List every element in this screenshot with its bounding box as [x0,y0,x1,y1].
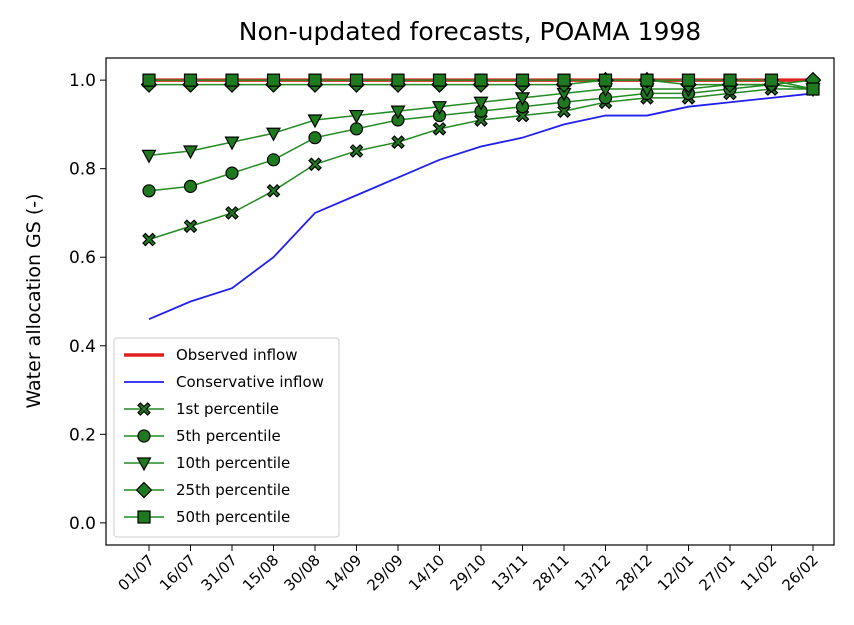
legend-label: Observed inflow [176,346,298,364]
legend-label: Conservative inflow [176,373,324,391]
x-tick-label: 14/10 [405,551,448,594]
data-point [183,73,198,87]
data-point [183,179,198,193]
y-tick-label: 0.8 [69,160,96,180]
y-tick-label: 0.6 [69,248,96,268]
data-point [432,73,447,87]
data-point [515,73,530,87]
data-point [723,73,737,87]
data-point [640,73,654,87]
data-point [142,73,156,87]
data-point [806,82,820,96]
plot-frame [105,57,835,546]
y-tick-label: 0.0 [69,514,96,534]
data-point [431,101,448,115]
data-point [598,73,613,87]
data-point [308,131,322,145]
legend-label: 50th percentile [176,508,290,526]
x-tick-label: 15/08 [239,551,282,594]
legend-marker [135,481,153,499]
y-tick-label: 0.4 [69,337,96,357]
series-line [148,92,814,321]
legend-label: 25th percentile [176,481,290,499]
legend-marker [136,457,152,472]
x-tick-label: 29/10 [447,551,490,594]
data-point [349,73,364,87]
legend-label: 1st percentile [176,400,279,418]
data-point [266,153,281,167]
x-tick-label: 28/11 [530,551,573,594]
data-point [349,122,364,136]
data-point [681,73,696,87]
data-point [308,157,322,172]
data-point [557,73,571,87]
data-point [391,135,405,149]
y-tick-label: 0.2 [69,425,96,445]
x-tick-label: 16/07 [156,551,199,594]
data-point [474,73,488,87]
data-point [142,232,156,247]
data-point [266,73,281,87]
x-tick-label: 26/02 [779,551,822,594]
legend-marker [137,510,151,524]
data-point [432,121,447,136]
legend-label: 5th percentile [176,427,281,445]
data-point [307,114,323,129]
x-tick-label: 13/11 [488,551,531,594]
chart-title: Non-updated forecasts, POAMA 1998 [239,17,701,46]
legend-box [113,337,340,538]
data-point [348,109,365,124]
data-point [141,149,157,164]
legend: Observed inflow Conservative inflow 1st pe… [113,337,340,538]
y-tick-label: 1.0 [69,71,96,91]
data-point [764,73,779,87]
legend-label: 10th percentile [176,454,290,472]
x-tick-label: 30/08 [281,551,324,594]
legend-marker [137,402,151,416]
data-point [390,105,406,120]
x-tick-label: 14/09 [322,551,365,594]
data-point [225,206,239,220]
x-tick-label: 01/07 [115,551,158,594]
data-point [225,166,239,180]
data-point [225,73,239,87]
y-axis-label: Water allocation GS (-) [23,193,45,408]
data-point [308,73,322,87]
data-point [142,184,156,198]
x-tick-label: 28/12 [613,551,656,594]
x-tick-label: 13/12 [571,551,614,594]
data-point [183,219,198,234]
x-tick-label: 27/01 [696,551,739,594]
x-tick-label: 11/02 [737,551,780,594]
legend-marker [137,429,151,443]
x-tick-label: 31/07 [198,551,241,594]
data-point [182,145,199,160]
data-point [266,183,281,198]
data-point [391,73,405,87]
data-point [265,127,282,142]
data-point [224,136,240,151]
data-point [473,96,489,111]
x-tick-label: 12/01 [654,551,697,594]
data-point [349,144,364,158]
x-tick-label: 29/09 [364,551,407,594]
